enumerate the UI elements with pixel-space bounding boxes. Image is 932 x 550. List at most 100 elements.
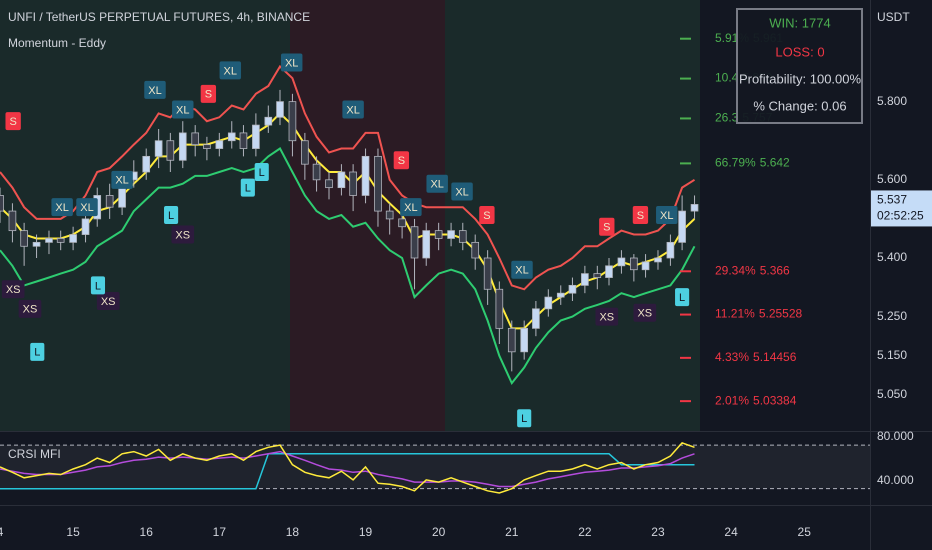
candle-body xyxy=(264,116,273,126)
signal-label: XL xyxy=(346,104,359,116)
signal: S xyxy=(200,84,217,103)
signal: XL xyxy=(51,198,73,217)
candle xyxy=(605,258,613,286)
level-price: 5.14456 xyxy=(753,350,797,364)
candle xyxy=(20,222,28,266)
x-tick-label: 21 xyxy=(505,525,519,539)
signal: XL xyxy=(426,174,448,193)
signal-label: S xyxy=(398,155,405,167)
candle xyxy=(32,234,41,258)
signal: L xyxy=(90,276,106,295)
signal: L xyxy=(675,288,690,307)
signal-marker xyxy=(90,276,106,295)
candle xyxy=(520,320,529,360)
candle-body xyxy=(301,140,309,165)
y-tick-label: 5.800 xyxy=(877,94,907,108)
candle-body xyxy=(325,179,333,189)
level-percent: 66.79% xyxy=(715,156,756,170)
signal-label: XL xyxy=(430,179,443,191)
candle-body xyxy=(81,218,90,235)
candle xyxy=(349,164,357,212)
candle xyxy=(617,250,626,274)
candle-body xyxy=(203,144,211,149)
signal-marker xyxy=(479,206,495,224)
candle xyxy=(361,148,370,204)
signal-label: XS xyxy=(637,308,652,320)
signal-label: L xyxy=(168,210,174,222)
signal: XL xyxy=(342,100,364,119)
y-tick-label: 5.400 xyxy=(877,250,907,264)
candle-body xyxy=(56,238,65,243)
stat-change: % Change: 0.06 xyxy=(753,98,846,113)
signal-label: XL xyxy=(55,202,68,214)
signal: XS xyxy=(595,307,619,326)
signal-marker xyxy=(426,174,448,193)
signal: L xyxy=(517,409,532,428)
trend-zone xyxy=(290,0,445,431)
candle-body xyxy=(544,296,553,310)
level-percent: 10.4 xyxy=(715,71,739,85)
x-tick-label: 23 xyxy=(651,525,665,539)
signal-label: XS xyxy=(101,296,116,308)
stat-loss: LOSS: 0 xyxy=(775,44,824,59)
oscillator-line xyxy=(0,453,695,490)
x-tick-label: 15 xyxy=(66,525,80,539)
candle xyxy=(69,226,77,251)
candle xyxy=(483,250,492,305)
oscillator-tick-label: 80.000 xyxy=(877,429,914,443)
candle-body xyxy=(276,101,284,118)
level-price: 5.642 xyxy=(760,156,790,170)
candle-body xyxy=(666,241,675,259)
last-price-tag xyxy=(871,190,932,227)
candle xyxy=(337,164,346,196)
signal: L xyxy=(254,163,269,181)
trend-zone xyxy=(0,0,290,431)
signal-label: L xyxy=(34,347,40,359)
signal-marker xyxy=(171,225,195,244)
signal-label: XS xyxy=(23,304,38,316)
signal-marker xyxy=(656,206,678,224)
countdown: 02:52:25 xyxy=(877,209,924,223)
y-unit: USDT xyxy=(877,10,910,24)
candle xyxy=(203,136,211,161)
signal-label: L xyxy=(259,167,265,179)
candle-body xyxy=(678,210,686,243)
candle-body xyxy=(0,195,4,212)
candle-body xyxy=(142,155,151,173)
candle xyxy=(264,105,273,133)
candle xyxy=(227,121,236,149)
signal-label: XS xyxy=(175,229,190,241)
candle xyxy=(276,89,284,126)
signal: S xyxy=(5,112,21,131)
signal-label: S xyxy=(483,210,490,222)
x-tick-label: 22 xyxy=(578,525,592,539)
candle xyxy=(654,250,662,270)
signal-marker xyxy=(240,178,255,197)
candle-body xyxy=(20,230,28,247)
signal-marker xyxy=(599,217,615,236)
candle xyxy=(0,187,4,223)
signal-label: S xyxy=(9,116,16,128)
candle xyxy=(142,148,151,180)
signal: XS xyxy=(1,280,25,299)
signal: XL xyxy=(111,170,133,189)
candle xyxy=(532,301,540,337)
signal-label: XS xyxy=(6,284,21,296)
signal-label: XL xyxy=(285,57,298,69)
candle-body xyxy=(239,132,248,149)
candle xyxy=(507,320,516,372)
candle-body xyxy=(593,273,602,278)
signal-label: XL xyxy=(404,202,417,214)
signal-marker xyxy=(144,80,166,99)
signal-label: XL xyxy=(115,175,128,187)
signal-marker xyxy=(595,307,619,326)
candle xyxy=(495,281,504,344)
signal-label: L xyxy=(95,280,101,292)
indicator-name: Momentum - Eddy xyxy=(8,36,106,50)
signal: XL xyxy=(280,53,303,72)
level-price: 5.03384 xyxy=(753,393,797,407)
candle xyxy=(325,172,333,200)
candle-body xyxy=(312,163,321,181)
signal-marker xyxy=(172,100,194,119)
signal: S xyxy=(479,206,495,224)
